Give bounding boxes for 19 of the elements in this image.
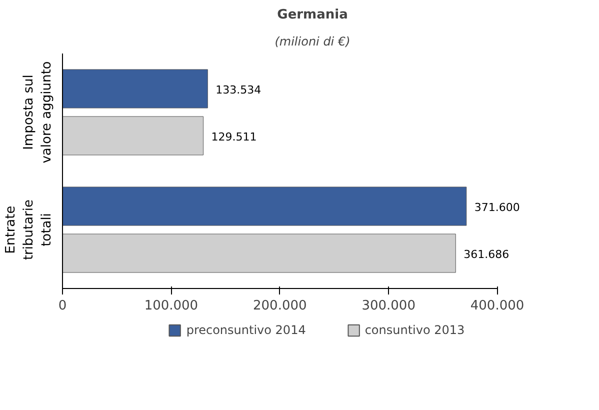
data-label: 371.600 <box>474 200 520 214</box>
chart-title: Germania <box>277 8 348 22</box>
y-tick-label: Entrate tributarie totali <box>4 199 54 260</box>
chart-subtitle: (milioni di €) <box>274 34 350 48</box>
bar <box>62 116 204 156</box>
x-tick-label: 400.000 <box>470 298 524 314</box>
bar <box>62 69 208 108</box>
data-label: 129.511 <box>211 130 257 144</box>
legend-label: preconsuntivo 2014 <box>186 323 306 337</box>
data-label: 133.534 <box>216 83 262 96</box>
legend-label: consuntivo 2013 <box>364 323 465 337</box>
bar <box>62 186 467 226</box>
x-tick-label: 300.000 <box>362 298 416 314</box>
bar <box>62 234 456 273</box>
x-tick-label: 100.000 <box>144 298 198 314</box>
x-tick-label: 200.000 <box>253 298 307 314</box>
y-tick-label: Imposta sul valore aggiunto <box>22 61 54 164</box>
data-label: 361.686 <box>464 248 510 261</box>
x-tick-label: 0 <box>58 298 67 314</box>
